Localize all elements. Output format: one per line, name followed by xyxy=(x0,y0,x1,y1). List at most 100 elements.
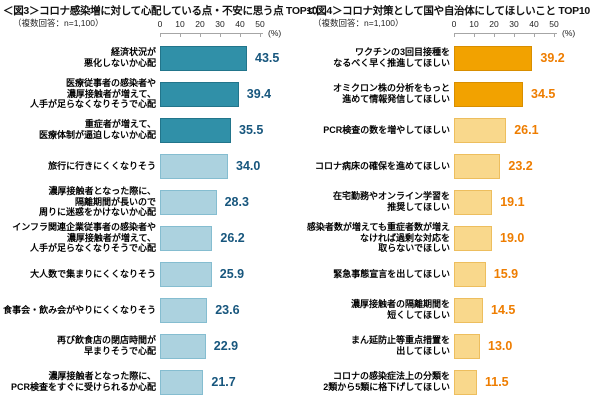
value-label: 13.0 xyxy=(488,339,513,353)
bar xyxy=(160,189,217,215)
bar xyxy=(160,117,231,143)
bar-row: 食事会・飲み会がやりにくくなりそう 23.6 xyxy=(0,292,300,328)
axis-tick-label: 40 xyxy=(529,19,539,29)
bar-row: インフラ関連企業従事者の感染者や 濃厚接触者が増えて、 人手が足らなくなりそうで心配… xyxy=(0,220,300,256)
bar xyxy=(160,225,213,251)
bar-row: 濃厚接触者となった際に、 隔離期間が長いので 周りに迷惑をかけないか心配 28.3 xyxy=(0,184,300,220)
axis-tick-label: 0 xyxy=(157,19,163,29)
axis-tick xyxy=(240,34,241,37)
axis-tick-label: 40 xyxy=(235,19,245,29)
bar xyxy=(454,333,480,359)
axis-tick-label: 10 xyxy=(175,19,185,29)
axis-tick xyxy=(180,34,181,37)
value-label: 23.6 xyxy=(215,303,240,317)
bar-row: 旅行に行きにくくなりそう 34.0 xyxy=(0,148,300,184)
bar-row: まん延防止等重点措置を 出してほしい 13.0 xyxy=(300,328,600,364)
bar xyxy=(454,261,486,287)
value-label: 23.2 xyxy=(508,159,533,173)
category-label: インフラ関連企業従事者の感染者や 濃厚接触者が増えて、 人手が足らなくなりそうで心配 xyxy=(12,221,156,254)
value-label: 25.9 xyxy=(219,267,245,281)
axis-tick-label: 30 xyxy=(509,19,519,29)
value-label: 21.7 xyxy=(211,375,236,389)
bar xyxy=(160,333,206,359)
value-label: 15.9 xyxy=(493,267,519,281)
bar-row: 再び飲食店の閉店時間が 早まりそうで心配 22.9 xyxy=(0,328,300,364)
bar-row: コロナの感染症法上の分類を 2類から5類に格下げしてほしい 11.5 xyxy=(300,364,600,400)
category-label: まん延防止等重点措置を 出してほしい xyxy=(350,335,450,356)
value-label: 43.5 xyxy=(255,51,280,65)
bar xyxy=(454,297,483,323)
category-label: 大人数で集まりにくくなりそう xyxy=(30,268,156,279)
bar-row: 感染者数が増えても重症者数が増え なければ過剰な対応を 取らないでほしい 19.0 xyxy=(300,220,600,256)
value-label: 26.2 xyxy=(220,231,245,245)
axis-tick-label: 0 xyxy=(451,19,457,29)
axis-tick xyxy=(160,34,161,37)
value-label: 11.5 xyxy=(485,375,509,389)
bar xyxy=(454,45,533,71)
category-label: 感染者数が増えても重症者数が増え なければ過剰な対応を 取らないでほしい xyxy=(306,221,450,254)
bar-rows: 経済状況が 悪化しないか心配 43.5 医療従事者の感染者や 濃厚接触者が増えて、 人手が… xyxy=(0,40,300,400)
category-label: 緊急事態宣言を出してほしい xyxy=(333,268,450,279)
chart-subtitle: （複数回答：n=1,100） xyxy=(13,18,104,28)
category-label: 重症者が増えて、 医療体制が逼迫しないか心配 xyxy=(38,119,156,140)
value-label: 19.0 xyxy=(500,231,525,245)
axis-tick xyxy=(200,34,201,37)
bar xyxy=(160,45,247,71)
value-label: 39.4 xyxy=(246,87,272,101)
bar xyxy=(160,297,208,323)
axis-tick-label: 50 xyxy=(549,19,559,29)
axis-tick xyxy=(260,34,261,37)
bar xyxy=(454,153,501,179)
category-label: 旅行に行きにくくなりそう xyxy=(48,160,156,171)
category-label: 在宅勤務やオンライン学習を 推奨してほしい xyxy=(332,191,450,212)
axis: (%) 0 10 20 30 40 50 xyxy=(157,19,282,39)
category-label: 濃厚接触者となった際に、 隔離期間が長いので 周りに迷惑をかけないか心配 xyxy=(38,185,156,218)
category-label: 濃厚接触者の隔離期間を 短くしてほしい xyxy=(350,299,450,320)
chart-title: ＜図3＞コロナ感染増に対して心配している点・不安に思う点 TOP10 xyxy=(3,5,318,17)
value-label: 34.5 xyxy=(531,87,556,101)
axis-tick xyxy=(554,34,555,37)
value-label: 22.9 xyxy=(213,339,239,353)
axis-tick xyxy=(220,34,221,37)
category-label: 医療従事者の感染者や 濃厚接触者が増えて、 人手が足らなくなりそうで心配 xyxy=(29,77,156,110)
category-label: オミクロン株の分析をもっと 進めて情報発信してほしい xyxy=(332,83,450,104)
axis-unit-label: (%) xyxy=(562,28,576,38)
value-label: 34.0 xyxy=(236,159,261,173)
axis-tick xyxy=(514,34,515,37)
value-label: 19.1 xyxy=(500,195,525,209)
category-label: ワクチンの3回目接種を なるべく早く推進してほしい xyxy=(333,47,450,68)
axis-tick xyxy=(454,34,455,37)
bar-row: ワクチンの3回目接種を なるべく早く推進してほしい 39.2 xyxy=(300,40,600,76)
axis-tick-label: 30 xyxy=(215,19,225,29)
axis-tick-label: 20 xyxy=(489,19,499,29)
bar-row: 緊急事態宣言を出してほしい 15.9 xyxy=(300,256,600,292)
value-label: 26.1 xyxy=(514,123,539,137)
axis-tick xyxy=(534,34,535,37)
bar-row: 経済状況が 悪化しないか心配 43.5 xyxy=(0,40,300,76)
category-label: 濃厚接触者となった際に、 PCR検査をすぐに受けられるか心配 xyxy=(10,371,156,392)
value-label: 28.3 xyxy=(224,195,249,209)
bar xyxy=(454,81,523,107)
axis: (%) 0 10 20 30 40 50 xyxy=(451,19,576,39)
category-label: 再び飲食店の閉店時間が 早まりそうで心配 xyxy=(56,335,156,356)
chart-fig3: ＜図3＞コロナ感染増に対して心配している点・不安に思う点 TOP10 （複数回答… xyxy=(0,5,318,400)
bar-row: 在宅勤務やオンライン学習を 推奨してほしい 19.1 xyxy=(300,184,600,220)
bar-row: 濃厚接触者の隔離期間を 短くしてほしい 14.5 xyxy=(300,292,600,328)
bar xyxy=(454,369,477,395)
bar xyxy=(160,261,212,287)
category-label: PCR検査の数を増やしてほしい xyxy=(323,124,450,135)
bar-row: 大人数で集まりにくくなりそう 25.9 xyxy=(0,256,300,292)
axis-tick-label: 10 xyxy=(469,19,479,29)
value-label: 39.2 xyxy=(540,51,565,65)
bar-rows: ワクチンの3回目接種を なるべく早く推進してほしい 39.2 オミクロン株の分析をもっ… xyxy=(300,40,600,400)
value-label: 35.5 xyxy=(239,123,264,137)
category-label: コロナの感染症法上の分類を 2類から5類に格下げしてほしい xyxy=(323,371,450,392)
chart-title: ＜図4＞コロナ対策として国や自治体にしてほしいこと TOP10 xyxy=(306,5,590,17)
chart-fig4: ＜図4＞コロナ対策として国や自治体にしてほしいこと TOP10 （複数回答：n=… xyxy=(300,0,600,408)
bar xyxy=(454,225,492,251)
axis-tick xyxy=(494,34,495,37)
bar xyxy=(160,81,239,107)
bar-row: 重症者が増えて、 医療体制が逼迫しないか心配 35.5 xyxy=(0,112,300,148)
chart-subtitle: （複数回答：n=1,100） xyxy=(313,18,404,28)
